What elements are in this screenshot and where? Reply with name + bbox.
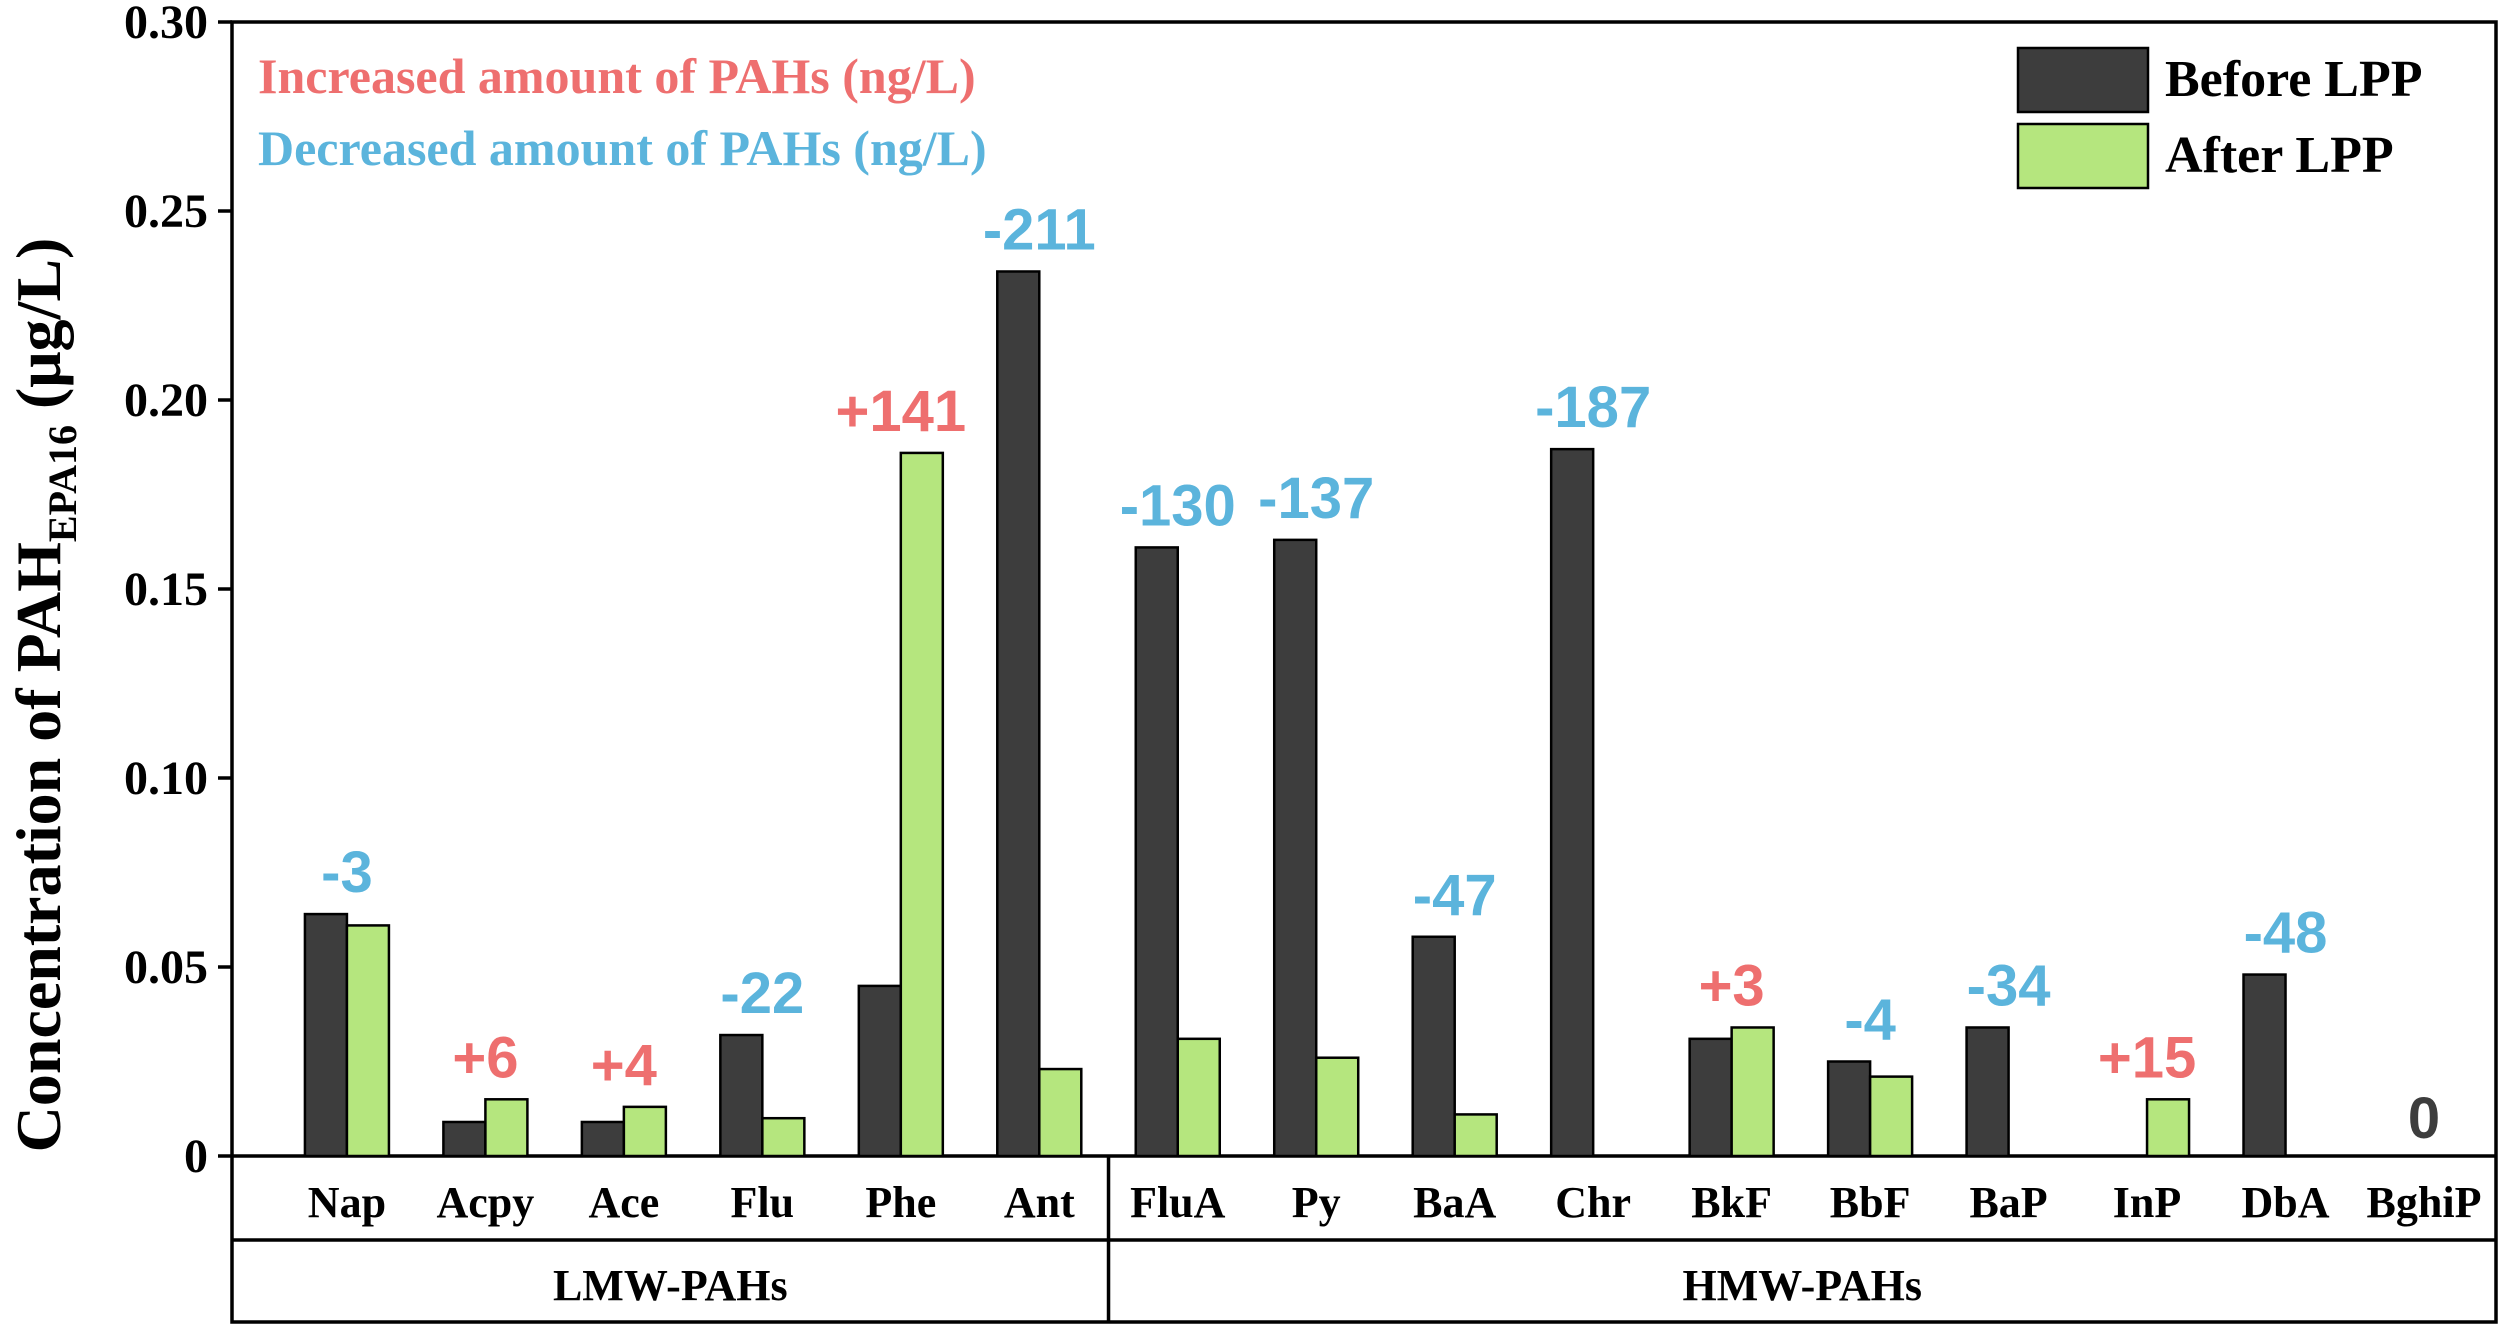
change-label-chr: -187 xyxy=(1535,375,1651,440)
bar-before-baa xyxy=(1411,935,1456,1158)
bar-before-ace xyxy=(580,1120,626,1158)
x-tick-label: Nap xyxy=(308,1178,386,1227)
x-tick-label: BbF xyxy=(1830,1178,1911,1227)
x-axis: Nap Acpy Ace Flu Phe Ant FluA Py BaA Chr BkF BbF BaP… xyxy=(308,1178,2482,1310)
group-label: HMW-PAHs xyxy=(1683,1261,1923,1310)
y-axis: 0 0.05 0.10 0.15 0.20 0.25 0.30 xyxy=(124,0,232,1183)
change-label-bbf: -4 xyxy=(1844,988,1896,1053)
change-label-bghip: 0 xyxy=(2408,1086,2440,1151)
bars xyxy=(303,270,2287,1158)
bar-after-ant xyxy=(1038,1067,1083,1158)
bar-before-acpy xyxy=(442,1120,487,1158)
bar-after-ace xyxy=(622,1105,668,1158)
change-label-flua: -130 xyxy=(1120,473,1236,538)
bar-after-nap xyxy=(345,924,391,1158)
x-tick-label: BkF xyxy=(1691,1178,1772,1227)
y-tick-label: 0 xyxy=(184,1130,208,1183)
change-label-nap: -3 xyxy=(321,840,373,905)
change-label-ace: +4 xyxy=(591,1033,657,1098)
x-tick-label: DbA xyxy=(2242,1178,2330,1227)
bar-before-ant xyxy=(996,270,1041,1158)
y-tick-label: 0.10 xyxy=(124,752,208,805)
change-label-py: -137 xyxy=(1258,466,1374,531)
y-tick-label: 0.25 xyxy=(124,185,208,238)
note-dec: Decreased amount of PAHs (ng/L) xyxy=(258,120,987,176)
change-label-ant: -211 xyxy=(983,197,1096,262)
bar-before-dba xyxy=(2242,973,2287,1158)
y-tick-label: 0.20 xyxy=(124,374,208,427)
legend: Before LPP After LPP xyxy=(2016,46,2423,190)
x-tick-label: Chr xyxy=(1555,1178,1631,1227)
x-tick-label: BghiP xyxy=(2367,1178,2482,1227)
legend-swatch xyxy=(2016,122,2150,190)
legend-swatch xyxy=(2016,46,2150,114)
bar-before-flu xyxy=(719,1033,764,1158)
change-label-acpy: +6 xyxy=(452,1025,518,1090)
y-tick-label: 0.30 xyxy=(124,0,208,49)
y-axis-label: Concentration of PAHEPA16 (μg/L) xyxy=(3,238,85,1153)
change-label-phe: +141 xyxy=(835,379,966,444)
bar-after-phe xyxy=(899,451,945,1158)
x-tick-label: InP xyxy=(2113,1178,2181,1227)
x-tick-label: FluA xyxy=(1130,1178,1226,1227)
x-tick-label: Ace xyxy=(588,1178,659,1227)
bar-before-bkf xyxy=(1688,1037,1733,1158)
x-tick-label: Phe xyxy=(865,1178,936,1227)
bar-before-py xyxy=(1272,538,1318,1158)
note-inc: Increased amount of PAHs (ng/L) xyxy=(258,48,976,104)
bar-after-bkf xyxy=(1730,1026,1775,1158)
x-tick-label: Ant xyxy=(1004,1178,1075,1227)
annotations: -3 +6 +4 -22 +141 -211 -130 -137 -47 -187 +3 -4 -34 +… xyxy=(321,197,2440,1151)
bar-after-flu xyxy=(761,1116,806,1158)
change-label-bkf: +3 xyxy=(1699,953,1765,1018)
bar-before-bap xyxy=(1965,1026,2010,1158)
change-label-baa: -47 xyxy=(1413,863,1497,928)
change-label-flu: -22 xyxy=(720,961,804,1026)
bar-before-bbf xyxy=(1826,1060,1872,1158)
legend-label: After LPP xyxy=(2165,127,2394,184)
x-tick-label: Flu xyxy=(731,1178,795,1227)
bar-after-inp xyxy=(2145,1098,2191,1158)
plot-border xyxy=(230,20,2498,1324)
y-tick-label: 0.15 xyxy=(124,563,208,616)
bar-before-phe xyxy=(857,984,903,1158)
x-tick-label: Py xyxy=(1292,1178,1341,1227)
change-label-bap: -34 xyxy=(1967,953,2051,1018)
x-tick-label: BaP xyxy=(1969,1178,2047,1227)
group-label: LMW-PAHs xyxy=(553,1261,788,1310)
bar-before-nap xyxy=(303,912,349,1158)
notes: Increased amount of PAHs (ng/L) Decreased… xyxy=(258,48,987,176)
y-tick-label: 0.05 xyxy=(124,941,208,994)
change-label-dba: -48 xyxy=(2244,901,2328,966)
x-tick-label: Acpy xyxy=(437,1178,535,1227)
bar-before-chr xyxy=(1549,447,1595,1158)
change-label-inp: +15 xyxy=(2098,1025,2196,1090)
bar-after-baa xyxy=(1453,1113,1498,1158)
bar-after-flua xyxy=(1176,1037,1222,1158)
bar-after-bbf xyxy=(1868,1075,1914,1158)
bar-after-py xyxy=(1314,1056,1360,1158)
bar-before-flua xyxy=(1134,546,1180,1158)
x-tick-label: BaA xyxy=(1413,1178,1496,1227)
bar-after-acpy xyxy=(484,1098,529,1158)
legend-label: Before LPP xyxy=(2165,51,2423,108)
